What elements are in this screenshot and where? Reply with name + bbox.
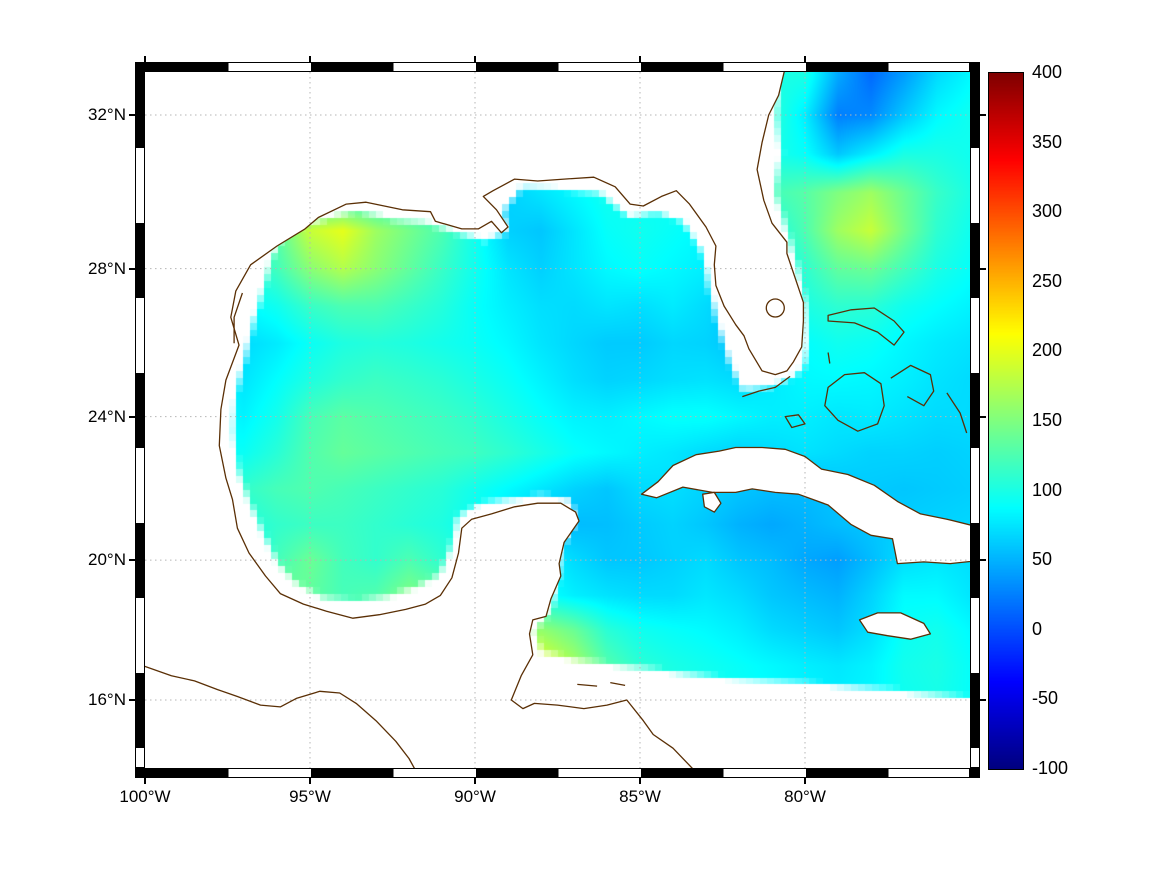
map-overlay-svg [145, 72, 970, 768]
x-tick-mark [309, 778, 311, 784]
map-frame-corner [970, 768, 980, 778]
y-tick-mark [980, 267, 986, 270]
y-tick-mark [129, 267, 135, 270]
x-tick-mark [309, 56, 311, 62]
x-tick-label: 95°W [289, 787, 331, 806]
y-tick-mark [980, 114, 986, 116]
x-tick-mark [804, 778, 806, 784]
map-frame-right [970, 72, 980, 768]
map-frame-top [145, 62, 970, 72]
y-tick-label: 24°N [88, 406, 126, 426]
colorbar-tick-label: 50 [1032, 549, 1053, 570]
colorbar-tick-label: 200 [1032, 340, 1063, 361]
y-tick-mark [980, 698, 986, 701]
colorbar [988, 72, 1024, 770]
colorbar-tick-label: 300 [1032, 201, 1063, 222]
y-tick-label: 28°N [88, 258, 126, 278]
colorbar-canvas [989, 73, 1023, 769]
colorbar-tick-label: 0 [1032, 618, 1043, 639]
colorbar-tick-label: -100 [1032, 758, 1069, 778]
x-tick-label: 100°W [119, 787, 171, 806]
colorbar-tick-label: 250 [1032, 270, 1063, 291]
land-fill [145, 72, 970, 768]
y-tick-mark [129, 114, 135, 116]
graticule [145, 72, 970, 768]
coastlines [145, 72, 970, 768]
map-axes [145, 72, 970, 768]
y-tick-label: 20°N [88, 550, 126, 570]
map-frame-corner [135, 768, 145, 778]
y-tick-mark [980, 559, 986, 562]
colorbar-tick-label: 150 [1032, 410, 1063, 430]
x-tick-mark [639, 778, 641, 784]
y-tick-mark [129, 559, 135, 562]
x-tick-mark [639, 56, 641, 62]
colorbar-tick-label: -50 [1032, 688, 1059, 709]
x-tick-label: 80°W [784, 787, 826, 806]
map-frame-corner [970, 62, 980, 72]
y-tick-label: 32°N [88, 105, 126, 124]
y-tick-mark [129, 698, 135, 701]
x-tick-label: 85°W [619, 787, 661, 806]
x-tick-mark [144, 778, 146, 784]
y-tick-label: 16°N [88, 689, 126, 709]
x-tick-label: 90°W [454, 787, 496, 806]
x-tick-mark [474, 778, 476, 784]
y-tick-mark [980, 415, 986, 418]
map-frame-corner [135, 62, 145, 72]
map-frame-left [135, 72, 145, 768]
colorbar-tick-label: 100 [1032, 479, 1063, 500]
x-tick-mark [474, 56, 476, 62]
colorbar-tick-label: 350 [1032, 131, 1063, 152]
x-tick-mark [144, 56, 146, 62]
map-frame-bottom [145, 768, 970, 778]
y-tick-mark [129, 415, 135, 418]
x-tick-mark [804, 56, 806, 62]
colorbar-tick-label: 400 [1032, 62, 1063, 82]
